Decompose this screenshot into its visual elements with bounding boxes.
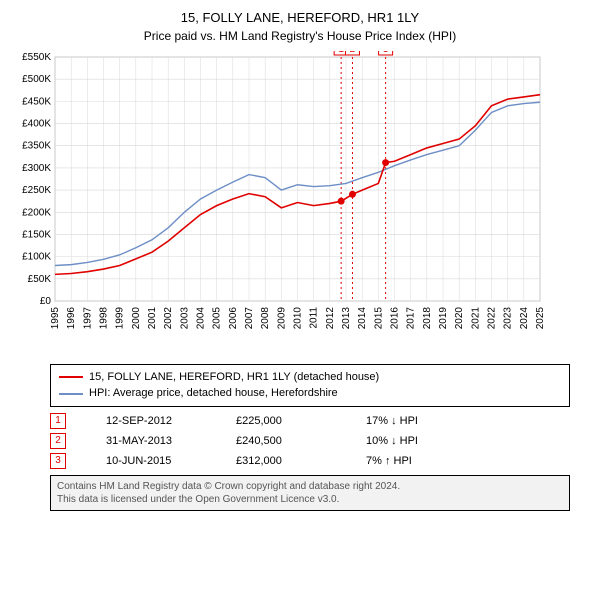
legend-label: 15, FOLLY LANE, HEREFORD, HR1 1LY (detac… <box>89 369 379 386</box>
sale-date: 31-MAY-2013 <box>106 435 196 447</box>
x-tick-label: 2001 <box>147 306 158 329</box>
chart-container: 15, FOLLY LANE, HEREFORD, HR1 1LY Price … <box>0 0 600 521</box>
x-tick-label: 2013 <box>341 306 352 329</box>
y-tick-label: £350K <box>22 141 51 152</box>
x-tick-label: 2020 <box>454 306 465 329</box>
y-tick-label: £100K <box>22 252 51 263</box>
x-tick-label: 1995 <box>50 306 61 329</box>
y-tick-label: £300K <box>22 163 51 174</box>
legend-label: HPI: Average price, detached house, Here… <box>89 385 338 402</box>
attribution-line-1: Contains HM Land Registry data © Crown c… <box>57 480 563 493</box>
x-tick-label: 2016 <box>390 306 401 329</box>
chart-sale-marker-label: 2 <box>350 51 356 55</box>
sale-delta: 17% ↓ HPI <box>366 415 456 427</box>
x-tick-label: 2015 <box>373 306 384 329</box>
sales-row: 3 10-JUN-2015 £312,000 7% ↑ HPI <box>50 453 570 469</box>
x-tick-label: 2010 <box>293 306 304 329</box>
x-tick-label: 2024 <box>519 306 530 329</box>
x-tick-label: 2008 <box>260 306 271 329</box>
legend: 15, FOLLY LANE, HEREFORD, HR1 1LY (detac… <box>50 364 570 407</box>
x-tick-label: 2011 <box>309 306 320 328</box>
sales-row: 1 12-SEP-2012 £225,000 17% ↓ HPI <box>50 413 570 429</box>
x-tick-label: 2006 <box>228 306 239 329</box>
sale-date: 10-JUN-2015 <box>106 455 196 467</box>
line-chart-svg: £0 £50K £100K £150K £200K £250K £300K £350K £400… <box>10 51 550 351</box>
x-tick-label: 2005 <box>212 306 223 329</box>
x-tick-label: 1999 <box>115 306 126 329</box>
y-tick-label: £50K <box>28 274 52 285</box>
attribution-line-2: This data is licensed under the Open Gov… <box>57 493 563 506</box>
chart-sale-marker-label: 3 <box>383 51 389 55</box>
x-tick-label: 2000 <box>131 306 142 329</box>
x-tick-label: 2009 <box>276 306 287 329</box>
sale-marker-badge: 2 <box>50 433 66 449</box>
y-tick-label: £450K <box>22 96 51 107</box>
y-tick-label: £250K <box>22 185 51 196</box>
sales-row: 2 31-MAY-2013 £240,500 10% ↓ HPI <box>50 433 570 449</box>
x-tick-label: 2021 <box>470 306 481 329</box>
sale-date: 12-SEP-2012 <box>106 415 196 427</box>
sale-marker-badge: 1 <box>50 413 66 429</box>
x-tick-label: 2007 <box>244 306 255 329</box>
chart-subtitle: Price paid vs. HM Land Registry's House … <box>10 29 590 43</box>
sale-price: £312,000 <box>236 455 326 467</box>
x-tick-label: 2014 <box>357 306 368 329</box>
chart-title: 15, FOLLY LANE, HEREFORD, HR1 1LY <box>10 10 590 27</box>
y-tick-label: £200K <box>22 207 51 218</box>
x-tick-label: 2019 <box>438 306 449 329</box>
x-tick-label: 2023 <box>503 306 514 329</box>
legend-item: 15, FOLLY LANE, HEREFORD, HR1 1LY (detac… <box>59 369 561 386</box>
sale-delta: 10% ↓ HPI <box>366 435 456 447</box>
sale-price: £240,500 <box>236 435 326 447</box>
x-tick-label: 2025 <box>535 306 546 329</box>
x-tick-label: 2018 <box>422 306 433 329</box>
x-tick-label: 2002 <box>163 306 174 329</box>
x-tick-label: 2017 <box>406 306 417 329</box>
x-tick-label: 1998 <box>99 306 110 329</box>
x-tick-label: 1996 <box>66 306 77 329</box>
x-tick-label: 2004 <box>196 306 207 329</box>
y-tick-label: £550K <box>22 52 51 63</box>
y-tick-label: £500K <box>22 74 51 85</box>
x-tick-label: 2012 <box>325 306 336 329</box>
legend-swatch <box>59 376 83 378</box>
attribution-box: Contains HM Land Registry data © Crown c… <box>50 475 570 511</box>
sales-table: 1 12-SEP-2012 £225,000 17% ↓ HPI 2 31-MAY-201… <box>50 413 570 469</box>
y-tick-label: £150K <box>22 229 51 240</box>
sale-price: £225,000 <box>236 415 326 427</box>
legend-swatch <box>59 393 83 395</box>
chart-area: £0 £50K £100K £150K £200K £250K £300K £350K £400… <box>10 51 590 356</box>
legend-item: HPI: Average price, detached house, Here… <box>59 385 561 402</box>
x-tick-label: 2022 <box>487 306 498 329</box>
chart-sale-marker-label: 1 <box>338 51 344 55</box>
y-tick-label: £0 <box>40 296 52 307</box>
sale-marker-badge: 3 <box>50 453 66 469</box>
x-tick-label: 2003 <box>179 306 190 329</box>
y-tick-label: £400K <box>22 118 51 129</box>
sale-delta: 7% ↑ HPI <box>366 455 456 467</box>
x-tick-label: 1997 <box>82 306 93 329</box>
